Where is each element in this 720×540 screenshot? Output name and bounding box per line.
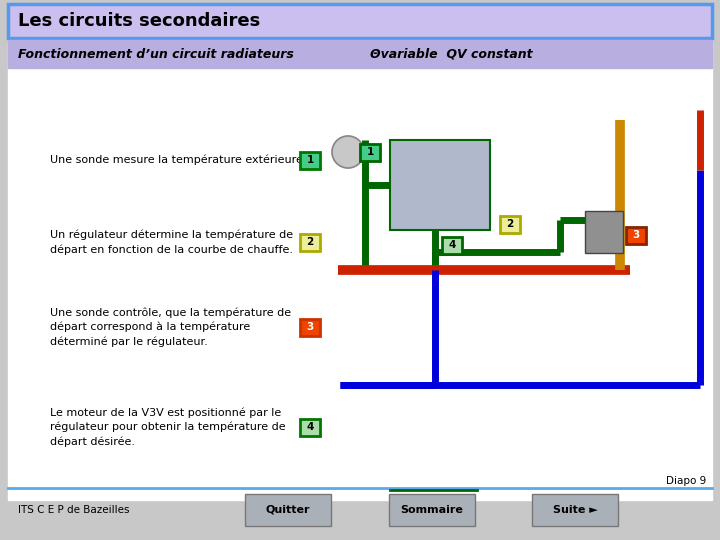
Bar [8,40,712,68]
Bar [389,494,475,526]
Text: 1: 1 [307,155,314,165]
Text: 2: 2 [307,237,314,247]
Text: Quitter: Quitter [266,505,310,515]
Text: 4: 4 [449,240,456,250]
Bar [8,40,712,500]
Bar [500,215,520,233]
Bar [360,144,380,160]
Text: Un régulateur détermine la température de
départ en fonction de la courbe de cha: Un régulateur détermine la température d… [50,230,293,255]
Text: Sommaire: Sommaire [400,505,464,515]
Bar [8,4,712,38]
Bar [300,152,320,168]
Bar [300,418,320,435]
Bar [245,494,331,526]
Text: Une sonde contrôle, que la température de
départ correspond à la température
dét: Une sonde contrôle, que la température d… [50,307,291,347]
Text: Diapo 9: Diapo 9 [666,476,706,486]
Bar [300,319,320,335]
Bar [300,233,320,251]
Circle shape [332,136,364,168]
Text: ITS C E P de Bazeilles: ITS C E P de Bazeilles [18,505,130,515]
Text: 3: 3 [307,322,314,332]
Text: Fonctionnement d’un circuit radiateurs: Fonctionnement d’un circuit radiateurs [18,48,294,60]
Bar [585,211,623,253]
Text: Θvariable  QV constant: Θvariable QV constant [370,48,533,60]
Bar [442,237,462,253]
Text: Les circuits secondaires: Les circuits secondaires [18,12,260,30]
Text: Une sonde mesure la température extérieure.: Une sonde mesure la température extérieu… [50,155,307,165]
Text: Suite ►: Suite ► [553,505,598,515]
Text: Le moteur de la V3V est positionné par le
régulateur pour obtenir la température: Le moteur de la V3V est positionné par l… [50,407,286,447]
Bar [532,494,618,526]
Bar [390,140,490,230]
Text: 4: 4 [306,422,314,432]
Bar [626,226,646,244]
Text: 2: 2 [506,219,513,229]
Text: 3: 3 [632,230,639,240]
Text: 1: 1 [366,147,374,157]
